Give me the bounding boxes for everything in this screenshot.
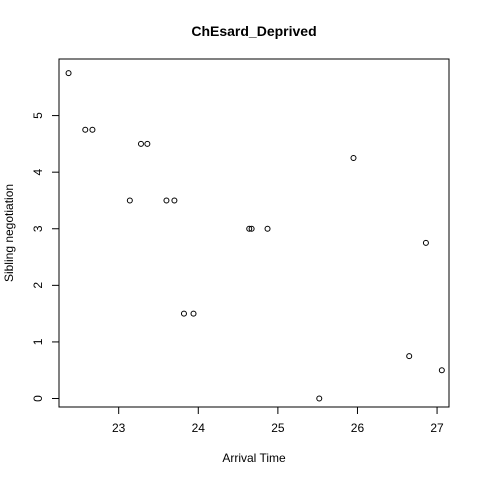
chart-title: ChEsard_Deprived xyxy=(191,23,316,39)
data-point xyxy=(264,225,271,232)
y-tick-label: 4 xyxy=(31,169,45,176)
data-point xyxy=(126,197,133,204)
y-tick-label: 5 xyxy=(31,112,45,119)
data-point xyxy=(144,140,151,147)
data-point xyxy=(137,140,144,147)
data-point xyxy=(89,126,96,133)
plot-frame xyxy=(58,58,450,408)
y-tick-label: 0 xyxy=(31,395,45,402)
y-axis: 0 1 2 3 4 5 xyxy=(31,112,60,402)
x-axis-label: Arrival Time xyxy=(222,451,286,465)
data-point xyxy=(163,197,170,204)
data-point xyxy=(190,310,197,317)
y-tick-label: 1 xyxy=(31,338,45,345)
data-point xyxy=(316,395,323,402)
x-tick-label: 27 xyxy=(430,421,444,435)
data-point xyxy=(65,70,72,77)
data-point xyxy=(350,155,357,162)
x-axis: 23 24 25 26 27 xyxy=(112,406,444,435)
data-point xyxy=(246,225,253,232)
y-tick-label: 2 xyxy=(31,282,45,289)
y-tick-label: 3 xyxy=(31,225,45,232)
data-points xyxy=(65,70,445,402)
x-tick-label: 23 xyxy=(112,421,126,435)
data-point xyxy=(82,126,89,133)
x-tick-label: 26 xyxy=(351,421,365,435)
data-point xyxy=(422,239,429,246)
data-point xyxy=(180,310,187,317)
x-tick-label: 25 xyxy=(271,421,285,435)
data-point xyxy=(438,367,445,374)
data-point xyxy=(248,225,255,232)
x-tick-label: 24 xyxy=(192,421,206,435)
data-point xyxy=(406,353,413,360)
y-axis-label: Sibling negotiation xyxy=(2,184,16,282)
data-point xyxy=(171,197,178,204)
